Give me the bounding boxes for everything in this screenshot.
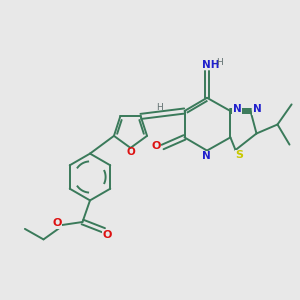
Text: O: O xyxy=(52,218,62,229)
Text: S: S xyxy=(236,150,243,161)
Text: H: H xyxy=(156,103,163,112)
Text: O: O xyxy=(151,140,161,151)
Text: H: H xyxy=(216,58,223,67)
Text: N: N xyxy=(253,104,262,115)
Text: O: O xyxy=(126,147,135,158)
Text: N: N xyxy=(232,104,242,115)
Text: O: O xyxy=(102,230,112,240)
Text: N: N xyxy=(202,151,211,161)
Text: NH: NH xyxy=(202,60,219,70)
